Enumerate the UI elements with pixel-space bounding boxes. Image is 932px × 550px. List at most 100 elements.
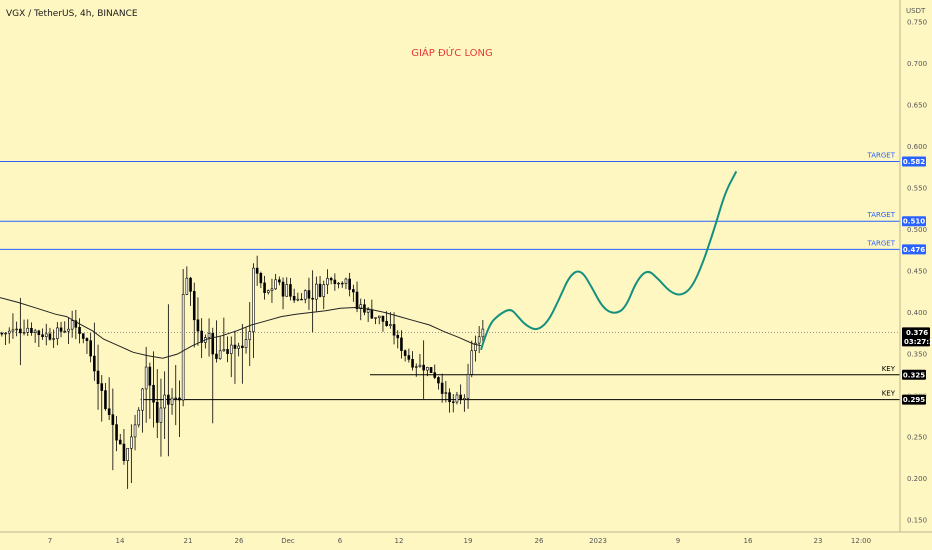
candle-body xyxy=(444,392,448,394)
candle-body xyxy=(78,327,81,334)
candle-body xyxy=(141,388,144,411)
candle xyxy=(81,333,85,344)
price-tag-value: 0.510 xyxy=(903,218,925,226)
candle xyxy=(244,327,248,354)
candle xyxy=(218,336,222,360)
candle xyxy=(470,340,474,378)
candle xyxy=(74,309,78,340)
candle xyxy=(418,353,422,368)
candle-body xyxy=(26,327,30,333)
candle-body xyxy=(411,359,414,368)
price-tick-label: 0.350 xyxy=(907,351,927,359)
price-tick-label: 0.500 xyxy=(907,226,927,234)
candle xyxy=(352,284,355,302)
candle xyxy=(15,321,18,337)
moving-average-line xyxy=(0,297,482,359)
candle xyxy=(52,329,55,348)
candle-body xyxy=(289,284,292,297)
candle xyxy=(440,373,444,403)
currency-label: USDT xyxy=(906,7,926,15)
price-tick-label: 0.150 xyxy=(907,517,927,525)
candle xyxy=(115,416,118,452)
candle xyxy=(37,329,41,348)
candle xyxy=(59,321,63,338)
candle-body xyxy=(67,328,70,332)
candle-body xyxy=(226,349,229,354)
candle xyxy=(200,318,203,358)
price-tag-value: 0.325 xyxy=(903,371,925,379)
candle-body xyxy=(389,324,392,326)
candle xyxy=(329,276,333,285)
candle-body xyxy=(222,349,226,352)
candle xyxy=(333,273,337,291)
candle xyxy=(396,330,400,349)
target-level-label: TARGET xyxy=(866,211,895,219)
candle xyxy=(252,263,255,359)
candle-body xyxy=(93,355,96,372)
candle xyxy=(344,277,348,289)
candle-body xyxy=(163,394,166,409)
candle-body xyxy=(303,290,307,300)
candle xyxy=(289,278,292,301)
candle-body xyxy=(211,333,215,355)
candle xyxy=(118,433,122,445)
candle xyxy=(300,293,303,301)
candle xyxy=(366,307,370,322)
time-axis[interactable]: 7 14 21 26 Dec 6 12 19 26 2023 9 16 23 12:00 xyxy=(48,537,871,545)
target-level-label: TARGET xyxy=(866,239,895,247)
candle-body xyxy=(407,355,411,360)
time-tick-label: 23 xyxy=(814,537,823,545)
candle xyxy=(355,281,359,313)
candle-body xyxy=(118,439,122,445)
candle-body xyxy=(107,408,111,415)
candle xyxy=(7,327,11,344)
candle-body xyxy=(144,366,148,390)
candle xyxy=(285,277,289,297)
time-tick-label: 2023 xyxy=(589,537,607,545)
candle-body xyxy=(292,295,296,301)
candle xyxy=(130,424,133,484)
candle-body xyxy=(396,334,400,339)
candle xyxy=(126,447,129,489)
candle xyxy=(429,367,433,373)
candle-body xyxy=(233,344,237,349)
candle-body xyxy=(89,340,92,357)
price-tick-label: 0.450 xyxy=(907,268,927,276)
time-tick-label: 16 xyxy=(744,537,753,545)
candle xyxy=(263,275,266,300)
candle xyxy=(307,277,311,310)
candle-body xyxy=(315,283,318,300)
projection-curve xyxy=(480,170,738,351)
candle-body xyxy=(463,397,466,400)
candle-body xyxy=(181,294,185,401)
candle-body xyxy=(263,282,266,293)
candle xyxy=(44,323,48,346)
candle xyxy=(389,312,392,329)
candle-body xyxy=(30,327,33,333)
candle-body xyxy=(440,382,444,394)
candle xyxy=(448,388,451,413)
candle-body xyxy=(355,291,359,309)
price-tag-box xyxy=(902,216,926,227)
candle xyxy=(303,289,307,304)
candle xyxy=(359,298,363,321)
candle-body xyxy=(266,290,270,293)
candle xyxy=(270,278,274,303)
candle-body xyxy=(285,284,289,297)
candle xyxy=(422,340,425,399)
candle xyxy=(400,330,403,359)
candle xyxy=(189,276,192,306)
candle xyxy=(296,292,300,302)
candle xyxy=(96,344,100,410)
candle-body xyxy=(115,424,118,441)
candle xyxy=(292,288,296,303)
price-tag-box xyxy=(902,244,926,255)
candle-body xyxy=(189,277,192,292)
candle-body xyxy=(207,333,211,338)
candle-body xyxy=(178,397,181,401)
candle-body xyxy=(414,366,418,368)
